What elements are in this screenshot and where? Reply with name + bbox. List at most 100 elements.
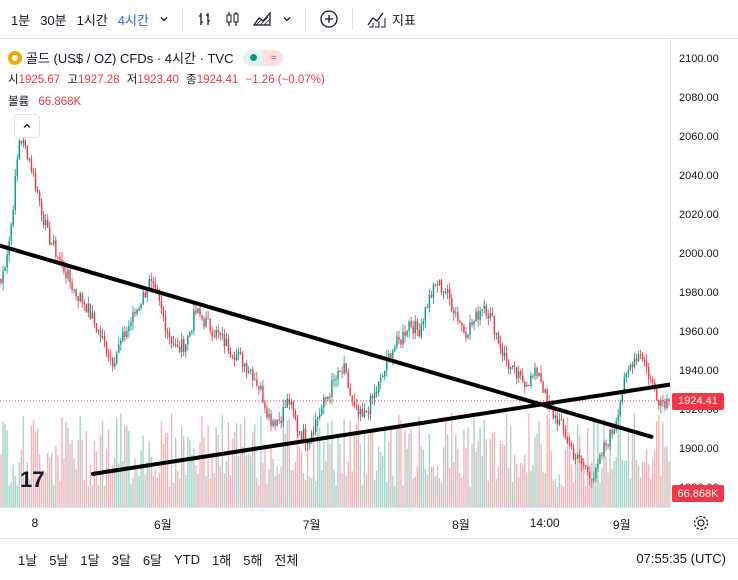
volume-bar: [402, 485, 404, 507]
volume-bar: [568, 432, 571, 507]
candle-body: [160, 300, 163, 309]
volume-bar: [260, 415, 262, 507]
trendline[interactable]: [91, 380, 670, 476]
candle-body: [625, 373, 628, 378]
time-axis[interactable]: 8 6월 7월 8월 14:00 9월: [0, 507, 670, 538]
candle-body: [168, 332, 171, 337]
volume-bar: [274, 476, 276, 507]
range-6m[interactable]: 6달: [142, 553, 163, 568]
candle-body: [282, 407, 284, 424]
price-chart[interactable]: 17: [0, 39, 670, 507]
utc-clock[interactable]: 07:55:35 (UTC): [636, 551, 726, 566]
interval-1h[interactable]: 1시간: [76, 12, 108, 28]
candle-body: [337, 370, 339, 380]
symbol-title[interactable]: 골드 (US$ / OZ) CFDs · 4시간 · TVC: [26, 51, 234, 66]
candle-body: [532, 375, 534, 377]
tradingview-logo[interactable]: 17: [20, 467, 44, 492]
volume-bar: [323, 441, 325, 507]
interval-1m[interactable]: 1분: [11, 12, 31, 28]
volume-bar: [146, 462, 148, 507]
trendline[interactable]: [0, 243, 654, 439]
volume-bar: [420, 446, 422, 507]
indicators-button[interactable]: 지표: [361, 0, 421, 38]
candle-body: [463, 325, 465, 333]
volume-bar: [227, 422, 230, 507]
collapse-legend-chevron-up-icon[interactable]: [14, 114, 40, 138]
candle-body: [128, 325, 130, 332]
volume-bar: [652, 459, 654, 507]
range-1y[interactable]: 1해: [212, 553, 232, 568]
range-ytd[interactable]: YTD: [174, 552, 201, 567]
candle-body: [664, 400, 666, 409]
volume-bar: [532, 464, 534, 507]
volume-bar: [497, 466, 500, 507]
volume-bar: [213, 473, 215, 507]
candle-body: [400, 339, 402, 345]
volume-bar: [400, 419, 402, 507]
candle-body: [467, 335, 469, 338]
volume-bar: [493, 431, 496, 507]
candle-body: [51, 244, 53, 246]
range-3m[interactable]: 3달: [111, 553, 131, 568]
candle-body: [558, 419, 561, 425]
volume-bar: [633, 413, 636, 507]
range-5y[interactable]: 5해: [243, 553, 263, 568]
compare-plus-icon[interactable]: [314, 0, 344, 38]
interval-30m[interactable]: 30분: [40, 12, 67, 28]
volume-bar: [619, 412, 621, 507]
candle-body: [355, 405, 358, 407]
candle-body: [388, 353, 390, 358]
area-chart-type-icon[interactable]: [247, 0, 277, 38]
candle-body: [245, 363, 248, 373]
range-1m[interactable]: 1달: [80, 553, 100, 568]
candle-body: [288, 398, 291, 405]
volume-bar: [164, 432, 167, 507]
candle-body: [95, 323, 98, 332]
volume-bar: [38, 454, 41, 507]
volume-bar: [166, 432, 169, 507]
chart-type-chevron-icon[interactable]: [277, 0, 297, 38]
volume-bar: [140, 450, 142, 507]
price-axis[interactable]: 2100.00 2080.00 2060.00 2040.00 2020.00 2000.…: [670, 39, 738, 507]
candle-body: [477, 311, 479, 320]
candle-body: [633, 358, 636, 368]
volume-bar: [44, 471, 47, 507]
chart-settings-gear-icon[interactable]: [692, 514, 710, 532]
volume-bar: [631, 434, 634, 507]
candle-body: [363, 410, 366, 417]
volume-bar: [83, 479, 85, 507]
volume-bar: [639, 477, 642, 507]
candle-body: [430, 295, 433, 298]
volume-bar: [459, 473, 461, 507]
candle-body: [312, 432, 315, 434]
volume-bar: [217, 435, 219, 507]
range-5d[interactable]: 5날: [49, 553, 69, 568]
candle-body: [446, 289, 449, 294]
volume-bar: [660, 475, 662, 507]
volume-bar: [294, 462, 297, 507]
volume-bar: [593, 416, 595, 507]
candle-body: [260, 385, 262, 390]
range-all[interactable]: 전체: [274, 553, 299, 568]
candle-body: [329, 396, 331, 398]
candle-body: [491, 313, 494, 316]
candle-body: [319, 414, 321, 418]
range-1d[interactable]: 1날: [18, 553, 38, 568]
market-status-pill[interactable]: ≈: [243, 49, 284, 66]
volume-bar: [442, 447, 445, 507]
candle-chart-type-icon[interactable]: [219, 0, 247, 38]
volume-bar: [524, 454, 526, 507]
volume-bar: [603, 418, 605, 507]
bar-chart-type-icon[interactable]: [191, 0, 219, 38]
candle-body: [542, 381, 544, 393]
candle-body: [331, 380, 333, 397]
volume-bar: [446, 434, 449, 507]
candle-body: [540, 372, 542, 382]
volume-bar: [302, 472, 305, 507]
interval-4h[interactable]: 4시간: [117, 12, 149, 28]
volume-bar: [312, 415, 315, 507]
volume-bar: [668, 461, 670, 507]
candle-body: [607, 445, 609, 447]
candle-body: [233, 357, 236, 361]
interval-dropdown-chevron-icon[interactable]: [154, 0, 174, 38]
